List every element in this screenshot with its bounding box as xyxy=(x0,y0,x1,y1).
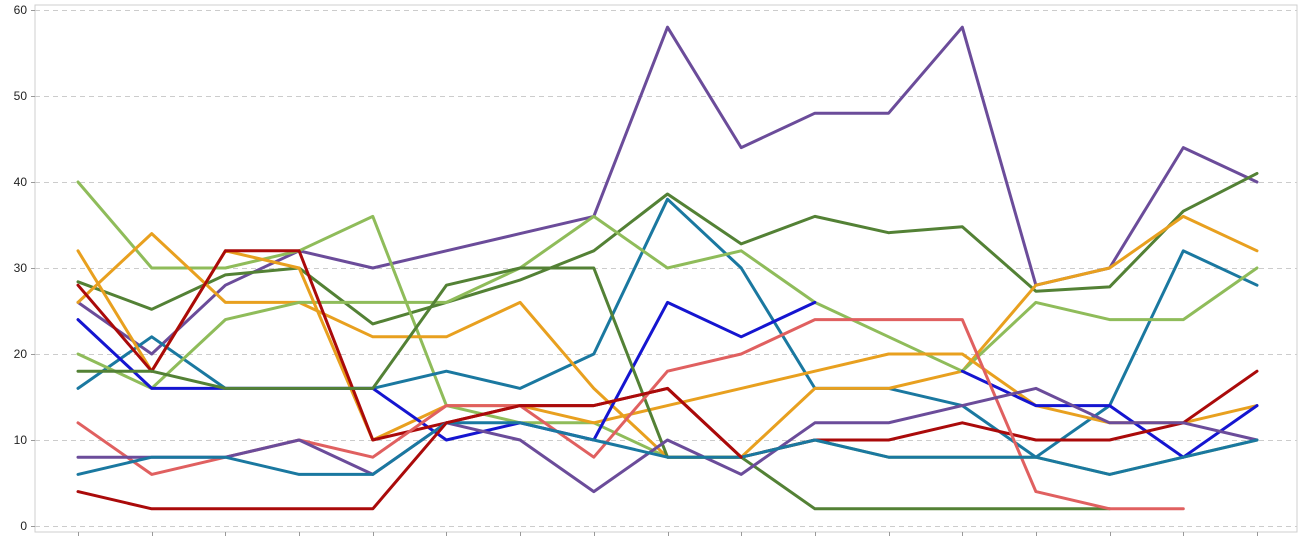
series-line-8-seg-1 xyxy=(76,300,817,442)
series-line-7 xyxy=(76,249,1259,442)
y-tick-label: 0 xyxy=(20,519,27,533)
series-lines xyxy=(76,25,1259,511)
series-line-13 xyxy=(76,421,1259,476)
y-tick-label: 50 xyxy=(14,89,28,103)
series-line-4 xyxy=(76,197,1259,459)
axes: 0 10 20 30 40 50 60 xyxy=(14,3,1298,536)
y-tick-label: 40 xyxy=(14,175,28,189)
series-line-11 xyxy=(76,318,1185,511)
y-tick-label: 60 xyxy=(14,3,28,17)
y-tick-label: 20 xyxy=(14,347,28,361)
series-line-14 xyxy=(76,386,743,511)
series-line-12 xyxy=(76,386,1259,494)
series-line-5 xyxy=(76,214,1259,459)
series-line-10 xyxy=(76,266,1112,511)
series-line-6 xyxy=(76,214,1259,390)
y-tick-label: 10 xyxy=(14,433,28,447)
series-line-3 xyxy=(76,180,1259,476)
y-tick-label: 30 xyxy=(14,261,28,275)
series-line-2 xyxy=(76,171,1259,326)
